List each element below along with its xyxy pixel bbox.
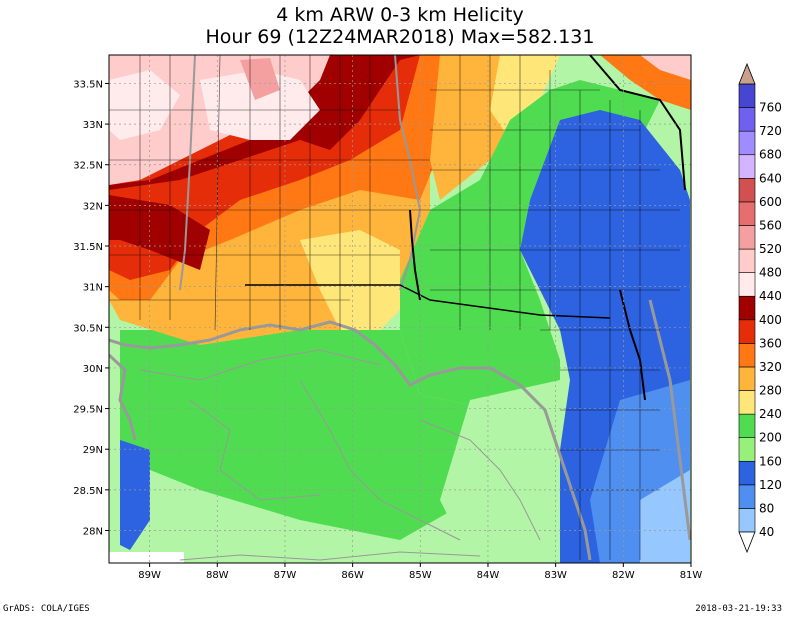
colorbar-swatch (738, 413, 756, 438)
georgia-yellow (490, 55, 560, 140)
colorbar-swatch (738, 248, 756, 273)
colorbar-label: 280 (759, 384, 782, 398)
atlantic-coast (648, 299, 691, 541)
colorbar-label: 440 (759, 289, 782, 303)
green-region (400, 80, 660, 560)
colorbar-swatch (738, 83, 756, 108)
colorbar-label: 240 (759, 407, 782, 421)
colorbar-label: 600 (759, 195, 782, 209)
colorbar-label: 400 (759, 313, 782, 327)
latlon-grid (109, 55, 691, 563)
colorbar-label: 640 (759, 171, 782, 185)
colorbar-swatch (738, 130, 756, 156)
mississippi-delta (109, 353, 137, 441)
al-ga-border (394, 55, 422, 291)
chart-title: 4 km ARW 0-3 km Helicity (276, 4, 524, 26)
lat-tick-label: 28N (83, 526, 103, 537)
lon-tick-label: 81W (680, 570, 703, 581)
color-legend: 40 80 120 160 200 240 280 320 360 400 440 480 520 560… (738, 62, 782, 554)
edge-white (109, 552, 184, 563)
ne-pink (640, 55, 691, 80)
colorbar-swatch (738, 437, 756, 462)
colorbar-label: 320 (759, 360, 782, 374)
river-east (619, 289, 646, 401)
plot-frame (108, 54, 692, 564)
lon-tick-label: 87W (274, 570, 297, 581)
light-pink-region (200, 70, 320, 140)
colorbar-swatch (738, 178, 756, 203)
lat-tick-label: 33.5N (73, 79, 103, 90)
light-blue-region (640, 470, 690, 563)
lat-tick-label: 29.5N (73, 405, 103, 416)
lon-tick-label: 83W (544, 570, 567, 581)
colorbar-swatch (738, 508, 756, 533)
colorbar-swatch (738, 390, 756, 415)
light-pink-west (109, 70, 180, 140)
blue-patch-west (120, 440, 150, 550)
lon-tick-label: 82W (612, 570, 635, 581)
colorbar-swatch (738, 201, 756, 226)
footer-timestamp: 2018-03-21-19:33 (695, 604, 782, 614)
lat-tick-label: 32N (83, 201, 103, 212)
colorbar-label: 760 (759, 101, 782, 115)
colorbar-swatch (738, 154, 756, 179)
lon-tick-label: 84W (477, 570, 500, 581)
colorbar-label: 80 (759, 501, 774, 515)
colorbar-swatch (738, 460, 756, 486)
lat-tick-label: 30.5N (73, 323, 103, 334)
colorbar-label: 360 (759, 336, 782, 350)
gulf-green-band (120, 330, 470, 540)
colorbar-swatch (738, 484, 756, 509)
lat-tick-label: 33N (83, 120, 103, 131)
colorbar-label: 480 (759, 266, 782, 280)
coastline (109, 320, 592, 561)
lat-tick-label: 29N (83, 445, 103, 456)
lat-tick-label: 31.5N (73, 242, 103, 253)
colorbar-swatch (738, 319, 756, 344)
lon-tick-label: 86W (341, 570, 364, 581)
river-ne (589, 55, 686, 191)
darkred-band (109, 55, 420, 190)
colorbar-swatch (738, 272, 756, 297)
colorbar-label: 120 (759, 478, 782, 492)
colorbar-label: 720 (759, 124, 782, 138)
colorbar-label: 40 (759, 525, 774, 539)
colorbar-swatch (738, 295, 756, 321)
colorbar-label: 680 (759, 148, 782, 162)
river-west (409, 209, 421, 301)
lat-tick-label: 30N (83, 364, 103, 375)
ms-al-border (179, 55, 196, 291)
colorbar-label: 160 (759, 454, 782, 468)
lon-tick-label: 88W (206, 570, 229, 581)
footer-credit: GrADS: COLA/IGES (3, 604, 90, 614)
lon-tick-label: 89W (138, 570, 161, 581)
colorbar-label: 560 (759, 218, 782, 232)
colorbar-swatch (738, 343, 756, 368)
map-plot-area (109, 55, 691, 563)
colorbar-swatch (738, 225, 756, 250)
lat-tick-label: 28.5N (73, 486, 103, 497)
colorbar-bottom-cap (738, 531, 756, 554)
colorbar-swatch (738, 107, 756, 132)
lat-tick-label: 31N (83, 283, 103, 294)
colorbar-swatch (738, 366, 756, 391)
chart-subtitle: Hour 69 (12Z24MAR2018) Max=582.131 (205, 26, 595, 48)
colorbar-top-cap (738, 62, 756, 85)
lat-tick-label: 32.5N (73, 161, 103, 172)
bathymetry-lines (139, 349, 541, 561)
colorbar-label: 520 (759, 242, 782, 256)
fl-border (245, 284, 611, 319)
colorbar-label: 200 (759, 431, 782, 445)
axis-ticks: 89W 88W 87W 86W 85W 84W 83W 82W 81W 33.5N 33N 32.5N… (73, 79, 702, 581)
lon-tick-label: 85W (409, 570, 432, 581)
